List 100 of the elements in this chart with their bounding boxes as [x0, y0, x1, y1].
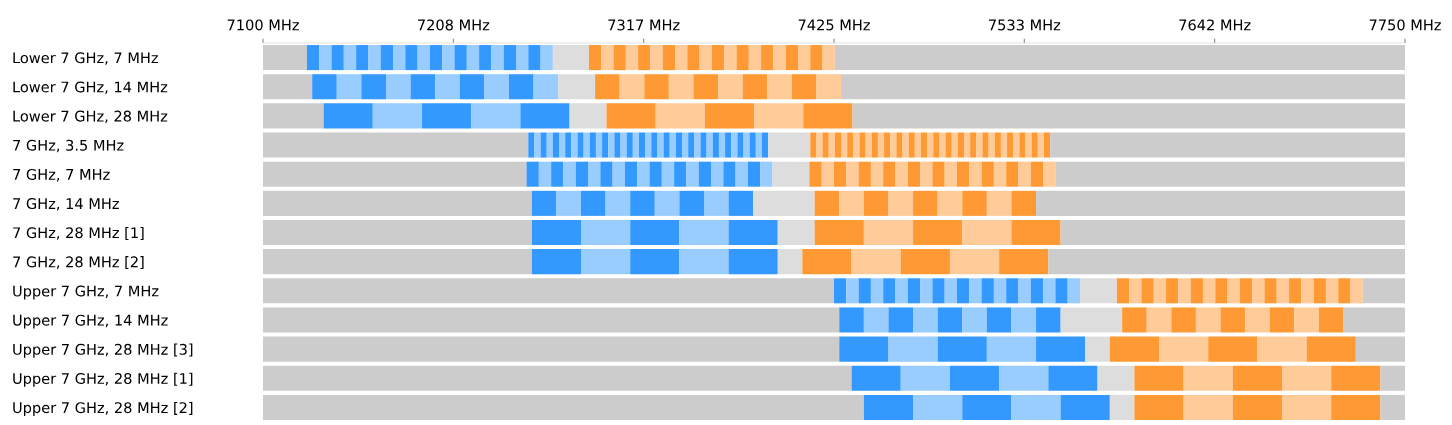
bar [630, 219, 680, 246]
bar [1338, 278, 1351, 304]
bar [816, 132, 823, 158]
bar [435, 74, 460, 100]
x-tick-label: 7750 MHz [1369, 19, 1441, 31]
bar [336, 74, 362, 100]
bar [1079, 278, 1117, 304]
bar [927, 132, 934, 158]
bar [814, 219, 864, 246]
bar [1166, 278, 1179, 304]
bar [888, 190, 914, 216]
bar [575, 161, 589, 187]
bar [614, 132, 621, 158]
bar [581, 190, 606, 216]
y-tick-label: Upper 7 GHz, 28 MHz [2] [13, 401, 193, 416]
bar [888, 307, 914, 333]
bar [263, 190, 532, 216]
bar [538, 161, 552, 187]
bar [612, 161, 625, 187]
bar [503, 45, 516, 71]
bar [674, 161, 687, 187]
bar [569, 103, 607, 129]
bar [895, 161, 908, 187]
y-tick-label: Upper 7 GHz, 14 MHz [13, 314, 168, 329]
bar [913, 394, 963, 420]
bar [540, 45, 553, 71]
bar [944, 278, 957, 304]
bar [870, 278, 884, 304]
bar [1019, 132, 1026, 158]
bar [263, 103, 324, 129]
bar [834, 132, 842, 158]
bar [852, 103, 1405, 129]
bar [1380, 394, 1405, 420]
bar [1025, 132, 1032, 158]
bar [306, 45, 320, 71]
bar [263, 161, 527, 187]
bar [1048, 249, 1405, 275]
bar [588, 45, 602, 71]
bar [1190, 278, 1203, 304]
bar [728, 190, 754, 216]
bar [1146, 307, 1172, 333]
y-tick-label: Upper 7 GHz, 7 MHz [13, 285, 159, 300]
bar [884, 132, 891, 158]
bar [1380, 365, 1405, 391]
bar [577, 132, 584, 158]
bar [743, 132, 750, 158]
bar [605, 190, 631, 216]
bar [679, 249, 729, 275]
bar [263, 307, 840, 333]
bar [755, 132, 762, 158]
bar [558, 74, 596, 100]
bar [773, 45, 786, 71]
bar [785, 45, 798, 71]
bar [932, 278, 945, 304]
x-tick-label: 7317 MHz [608, 19, 680, 31]
bar [969, 161, 982, 187]
bar [491, 45, 504, 71]
bar [1067, 278, 1080, 304]
bar [655, 103, 705, 129]
bar [993, 161, 1007, 187]
bar [1282, 365, 1332, 391]
bar [761, 45, 774, 71]
y-tick-label: Lower 7 GHz, 7 MHz [13, 52, 158, 65]
bar [588, 161, 601, 187]
bar [1153, 278, 1167, 304]
bar [531, 219, 581, 246]
y-tick-label: 7 GHz, 3.5 MHz [13, 139, 124, 153]
bar [986, 307, 1012, 333]
bar [1343, 307, 1405, 333]
bar [853, 132, 860, 158]
bar [1215, 278, 1228, 304]
bar [654, 190, 680, 216]
bar [1055, 161, 1405, 187]
bar [528, 45, 541, 71]
bar [552, 132, 560, 158]
bar [920, 161, 933, 187]
bar [417, 45, 430, 71]
bar [839, 307, 864, 333]
bar [706, 132, 713, 158]
bar [356, 45, 369, 71]
bar [1264, 278, 1277, 304]
bar [871, 132, 878, 158]
bar [1011, 190, 1037, 216]
bar [754, 103, 804, 129]
bar [263, 45, 307, 71]
bar [951, 132, 958, 158]
bar [920, 278, 933, 304]
bar [694, 132, 701, 158]
bar [1289, 278, 1302, 304]
bar [907, 278, 921, 304]
bar [704, 103, 755, 129]
bar [630, 190, 655, 216]
bar [944, 161, 957, 187]
bar [736, 45, 749, 71]
bar [675, 132, 683, 158]
bar [1202, 278, 1216, 304]
bar [731, 132, 738, 158]
bar [651, 132, 658, 158]
bar [777, 249, 803, 275]
bar [686, 161, 699, 187]
